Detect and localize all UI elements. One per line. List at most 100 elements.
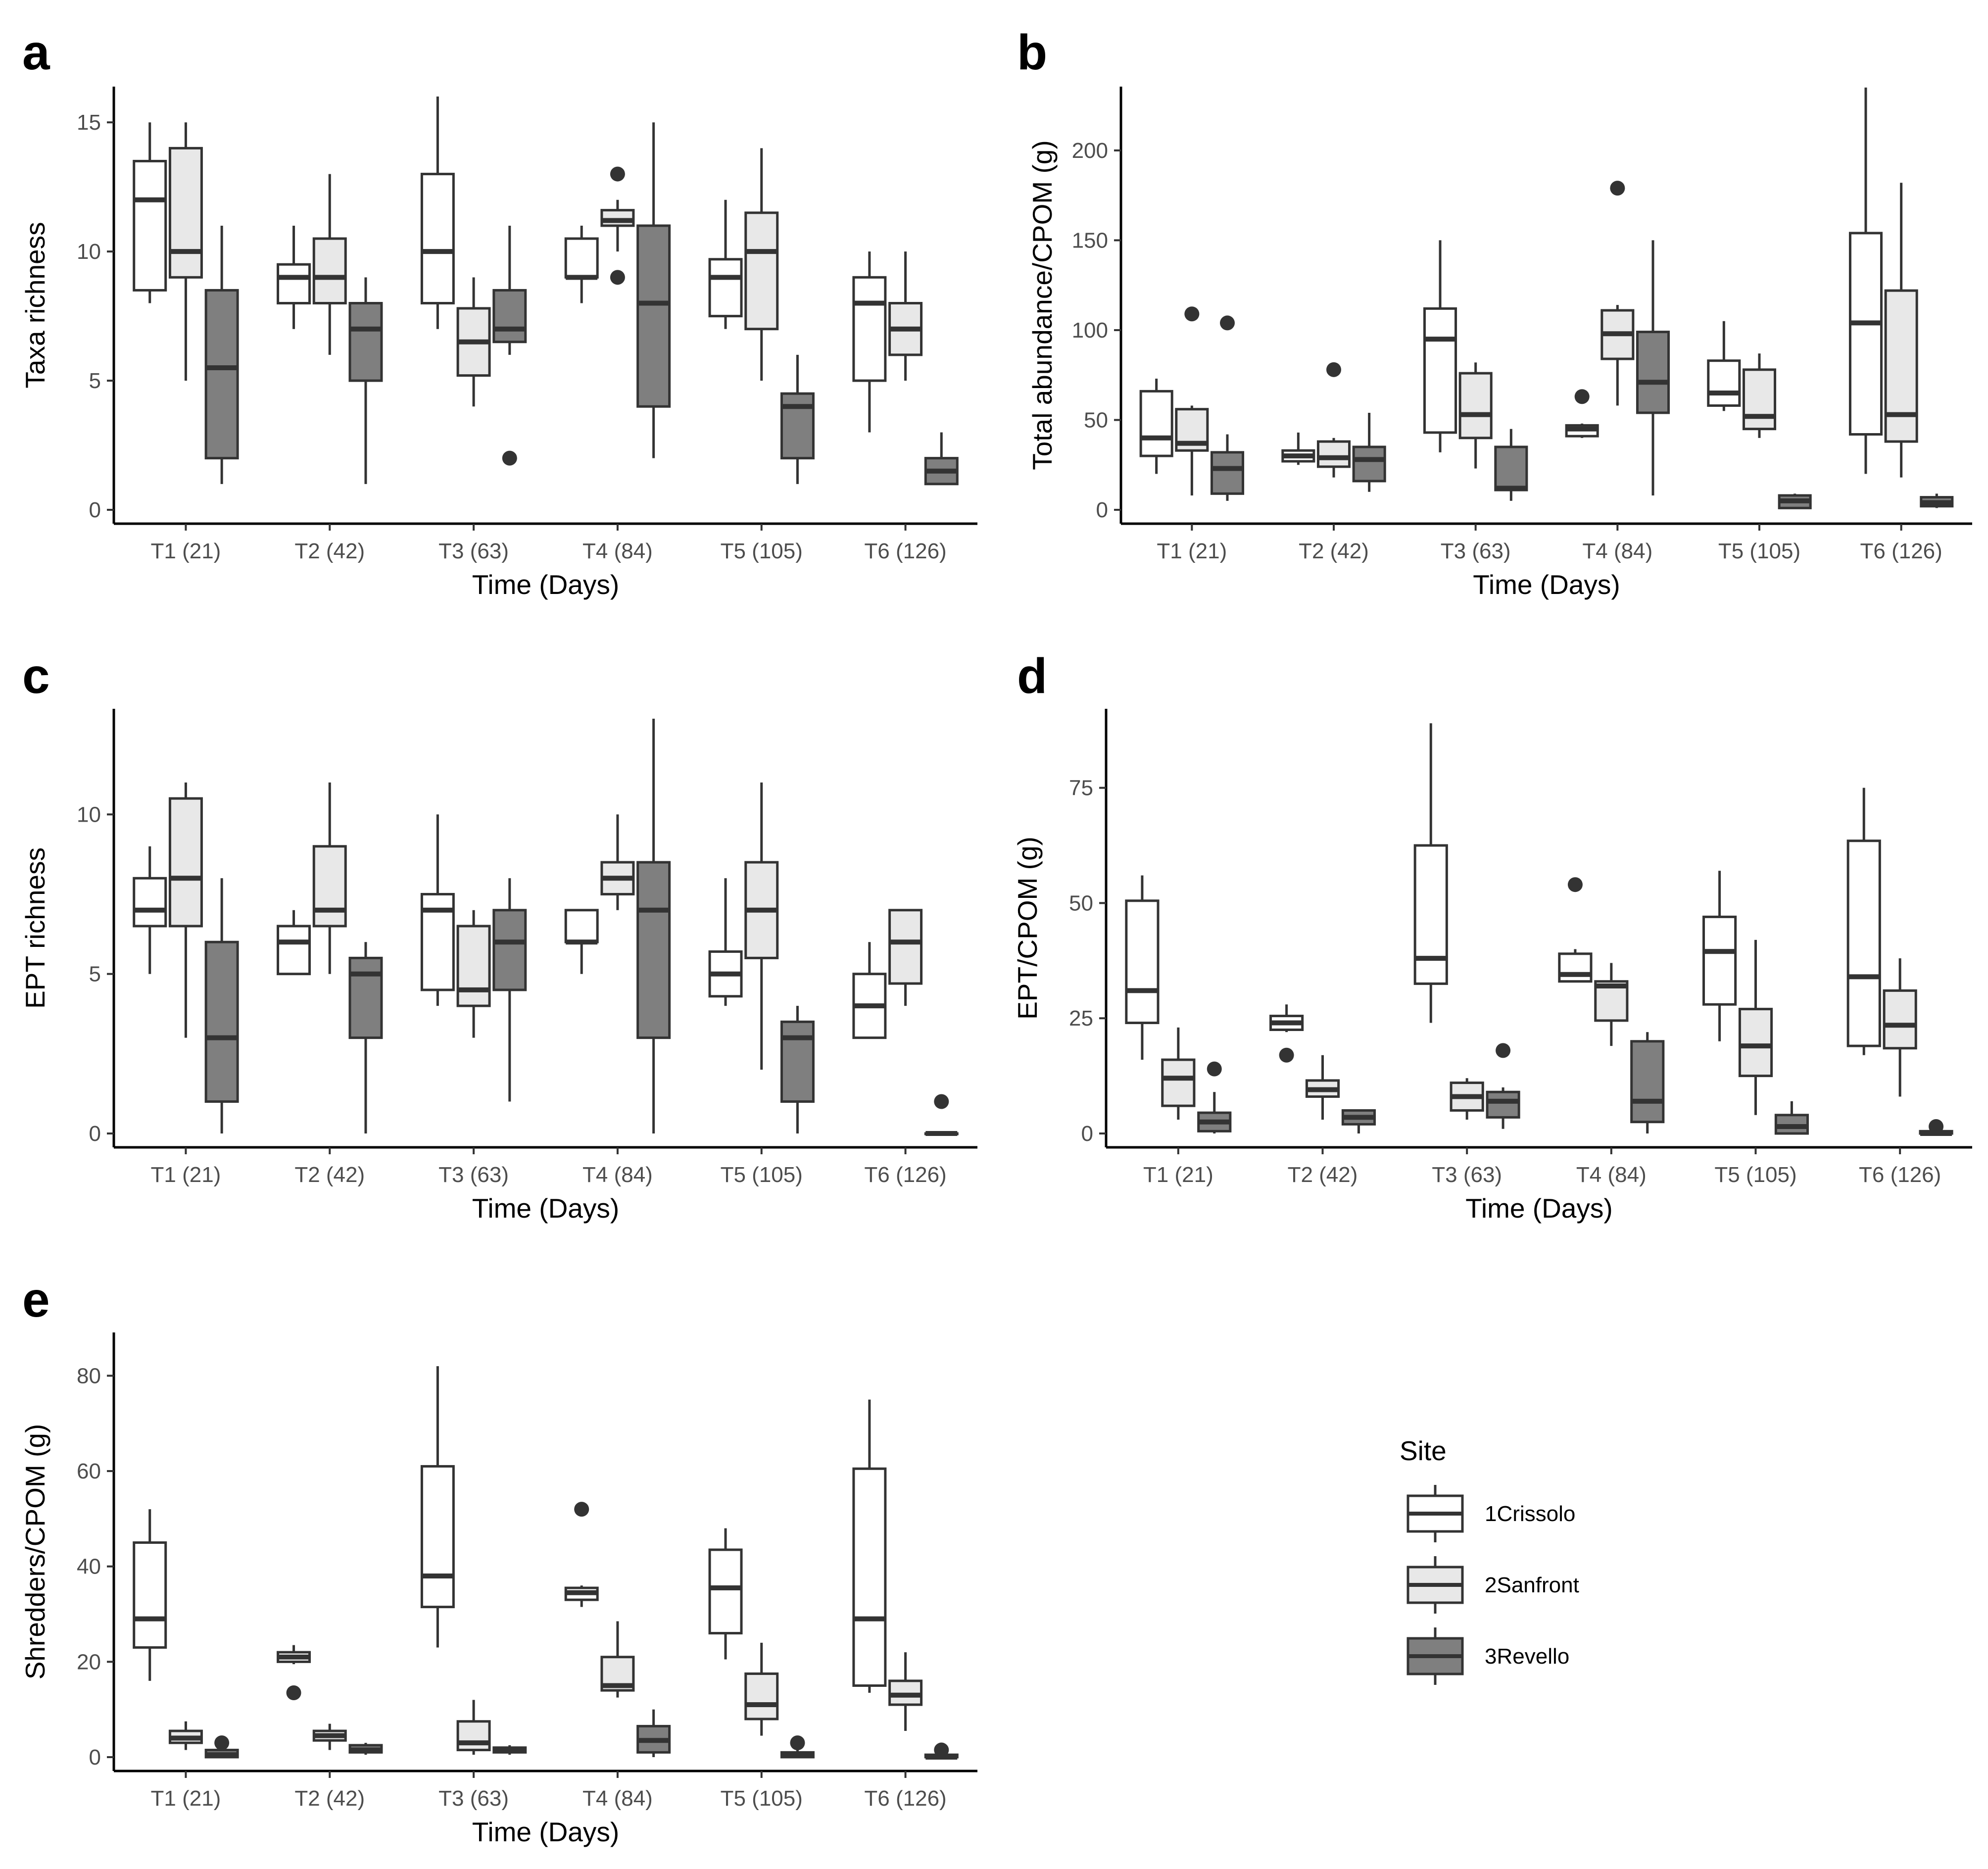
box-T5 (105) (1738, 939, 1773, 1115)
box-T5 (105) (1742, 353, 1777, 438)
y-tick-label: 25 (1069, 1006, 1093, 1031)
box-T1 (21) (133, 1509, 167, 1681)
y-tick-label: 15 (77, 110, 101, 135)
box-T6 (126) (1884, 183, 1918, 478)
x-tick-label: T2 (42) (1288, 1163, 1358, 1187)
box-T6 (126) (924, 432, 959, 486)
box-T3 (63) (456, 277, 491, 407)
box-T6 (126) (888, 251, 923, 381)
box-body (1494, 445, 1528, 492)
box-body (600, 209, 635, 227)
outlier-point (214, 1735, 230, 1751)
y-tick-label: 0 (89, 1745, 101, 1770)
box-body (1846, 839, 1881, 1047)
outlier-point (1610, 181, 1625, 196)
box-T1 (21) (204, 1735, 239, 1759)
panel-letter-d: d (1017, 648, 1047, 704)
x-tick-label: T3 (63) (1432, 1163, 1502, 1187)
box-body (1413, 844, 1448, 985)
panel-d: 0 25 50 75 T1 (21) T2 (42) T3 (63) T4 (84) T5 (1… (1012, 709, 1972, 1224)
box-body (708, 1548, 743, 1635)
legend-label: 3Revello (1485, 1644, 1569, 1669)
outlier-point (286, 1685, 301, 1700)
outlier-point (1567, 877, 1583, 892)
y-tick-label: 100 (1072, 318, 1108, 343)
x-tick-label: T1 (21) (1157, 539, 1227, 563)
box-T6 (126) (1883, 958, 1917, 1097)
y-axis-title: Taxa richness (20, 222, 50, 388)
box-body (492, 289, 527, 344)
series-2Sanfront (168, 1621, 923, 1755)
box-body (168, 147, 203, 279)
box-body (204, 940, 239, 1103)
panel-a: 0 5 10 15 T1 (21) T2 (42) T3 (63) T4 (84) T5 (10… (20, 87, 977, 600)
box-body (133, 1541, 167, 1649)
box-body (348, 302, 383, 382)
box-T5 (105) (744, 782, 779, 1070)
outlier-point (1326, 362, 1341, 377)
box-T1 (21) (168, 122, 203, 381)
box-T1 (21) (133, 846, 167, 974)
box-body (277, 263, 311, 304)
y-axis-title: Shredders/CPOM (g) (20, 1424, 50, 1680)
x-tick-label: T2 (42) (294, 1786, 365, 1811)
y-axis-title: EPT/CPOM (g) (1012, 836, 1043, 1020)
box-T2 (42) (312, 1723, 347, 1750)
box-body (456, 1720, 491, 1752)
y-axis-title: EPT richness (20, 847, 50, 1009)
box-T4 (84) (600, 1621, 635, 1698)
box-T3 (63) (456, 1700, 491, 1755)
box-T4 (84) (1565, 389, 1599, 438)
box-T2 (42) (1305, 1055, 1340, 1120)
outlier-point (1184, 306, 1200, 322)
x-tick-label: T2 (42) (294, 539, 365, 563)
box-T6 (126) (1920, 493, 1954, 508)
box-T5 (105) (1774, 1101, 1809, 1135)
box-T1 (21) (168, 1721, 203, 1750)
box-T3 (63) (1494, 429, 1528, 501)
box-T3 (63) (1450, 1078, 1484, 1120)
box-T5 (105) (744, 1642, 779, 1736)
y-tick-label: 40 (77, 1555, 101, 1579)
box-T3 (63) (420, 97, 455, 329)
box-T4 (84) (636, 719, 671, 1133)
series-2Sanfront (1161, 939, 1917, 1120)
panel-b: 0 50 100 150 200 T1 (21) T2 (42) T3 (63) T4 (84)… (1027, 87, 1972, 600)
y-tick-label: 10 (77, 802, 101, 827)
box-body (1486, 1090, 1520, 1119)
legend-label: 2Sanfront (1485, 1573, 1579, 1597)
box-T1 (21) (1139, 378, 1173, 474)
x-tick-label: T4 (84) (582, 1786, 653, 1811)
box-T3 (63) (420, 1366, 455, 1648)
box-T5 (105) (744, 148, 779, 381)
box-T5 (105) (708, 878, 743, 1006)
x-axis-title: Time (Days) (472, 569, 619, 600)
series-3Revello (204, 1709, 959, 1760)
outlier-point (610, 166, 625, 182)
x-tick-label: T4 (84) (1576, 1163, 1647, 1187)
box-T1 (21) (1175, 306, 1209, 495)
x-tick-label: T2 (42) (294, 1163, 365, 1187)
x-tick-label: T3 (63) (438, 1786, 509, 1811)
box-T4 (84) (1636, 240, 1670, 495)
box-T4 (84) (1594, 963, 1629, 1046)
series-3Revello (204, 719, 959, 1136)
x-tick-label: T1 (21) (151, 1163, 221, 1187)
box-T6 (126) (852, 942, 887, 1039)
box-T1 (21) (1197, 1061, 1232, 1133)
box-body (133, 877, 167, 928)
box-body (492, 909, 527, 991)
box-body (1139, 390, 1173, 457)
outlier-point (1574, 389, 1590, 404)
legend-key-2Sanfront (1406, 1556, 1464, 1614)
box-body (204, 289, 239, 460)
box-body (348, 956, 383, 1039)
box-body (1458, 372, 1493, 440)
box-T1 (21) (133, 122, 167, 303)
box-T4 (84) (1630, 1032, 1665, 1133)
series-1Crissolo (133, 1366, 887, 1700)
outlier-point (934, 1742, 949, 1758)
x-tick-label: T2 (42) (1299, 539, 1369, 563)
box-T4 (84) (1600, 181, 1635, 406)
